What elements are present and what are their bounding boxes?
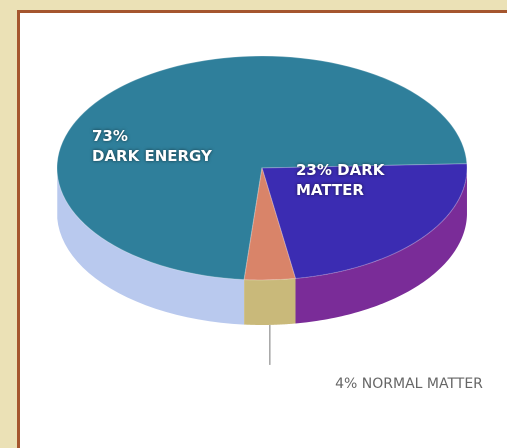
slice <box>261 163 468 280</box>
value-label: 23% <box>296 161 332 179</box>
category-label: NORMAL MATTER <box>361 376 483 392</box>
slice-side <box>244 278 296 325</box>
value-label: 4% <box>335 376 358 392</box>
category-label: DARK ENERGY <box>92 147 212 165</box>
slice-side <box>57 173 245 325</box>
value-label: 73% <box>92 127 128 145</box>
slice-label: 23% DARK MATTER <box>296 160 426 200</box>
slice-side <box>295 169 467 324</box>
slice <box>243 167 297 281</box>
slice-label: 73% DARK ENERGY <box>92 126 252 166</box>
slice <box>56 55 468 281</box>
category-label: DARK MATTER <box>296 161 385 199</box>
slice-label: 4% NORMAL MATTER <box>334 374 484 394</box>
